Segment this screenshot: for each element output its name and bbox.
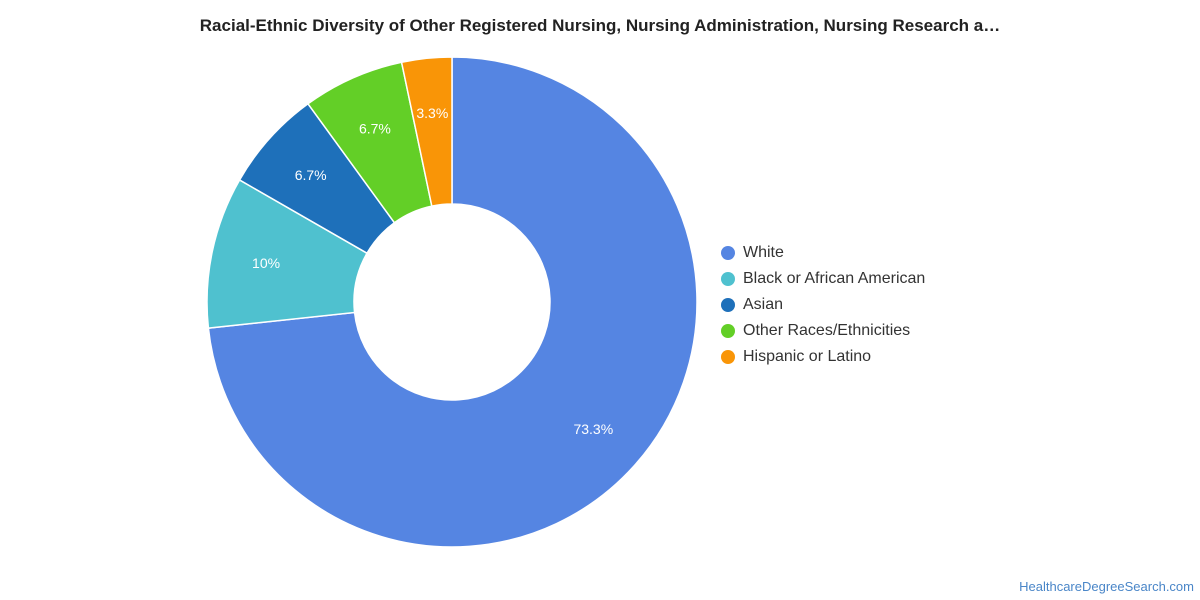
data-label-black-or-african-american: 10% xyxy=(252,255,280,271)
legend-item-hispanic-or-latino[interactable]: Hispanic or Latino xyxy=(721,344,925,370)
chart-title: Racial-Ethnic Diversity of Other Registe… xyxy=(199,16,1001,35)
legend-item-black-or-african-american[interactable]: Black or African American xyxy=(721,266,925,292)
legend-swatch-icon xyxy=(721,246,735,260)
data-label-white: 73.3% xyxy=(573,421,613,437)
legend-label: Other Races/Ethnicities xyxy=(743,322,911,339)
legend-item-white[interactable]: White xyxy=(721,240,925,266)
legend-swatch-icon xyxy=(721,350,735,364)
watermark-link[interactable]: HealthcareDegreeSearch.com xyxy=(1019,579,1194,594)
data-label-other-races-ethnicities: 6.7% xyxy=(359,120,391,136)
slice-white[interactable] xyxy=(207,56,698,548)
legend-label: Asian xyxy=(743,296,784,313)
legend: White Black or African American Asian Other… xyxy=(721,240,925,370)
slice-hispanic-or-latino[interactable] xyxy=(400,56,453,207)
data-label-asian: 6.7% xyxy=(295,167,327,183)
legend-swatch-icon xyxy=(721,298,735,312)
legend-swatch-icon xyxy=(721,324,735,338)
legend-label: Black or African American xyxy=(743,270,926,287)
legend-item-other-races-ethnicities[interactable]: Other Races/Ethnicities xyxy=(721,318,925,344)
legend-label: White xyxy=(743,244,784,261)
legend-swatch-icon xyxy=(721,272,735,286)
legend-label: Hispanic or Latino xyxy=(743,348,872,365)
data-label-hispanic-or-latino: 3.3% xyxy=(416,105,448,121)
legend-item-asian[interactable]: Asian xyxy=(721,292,925,318)
